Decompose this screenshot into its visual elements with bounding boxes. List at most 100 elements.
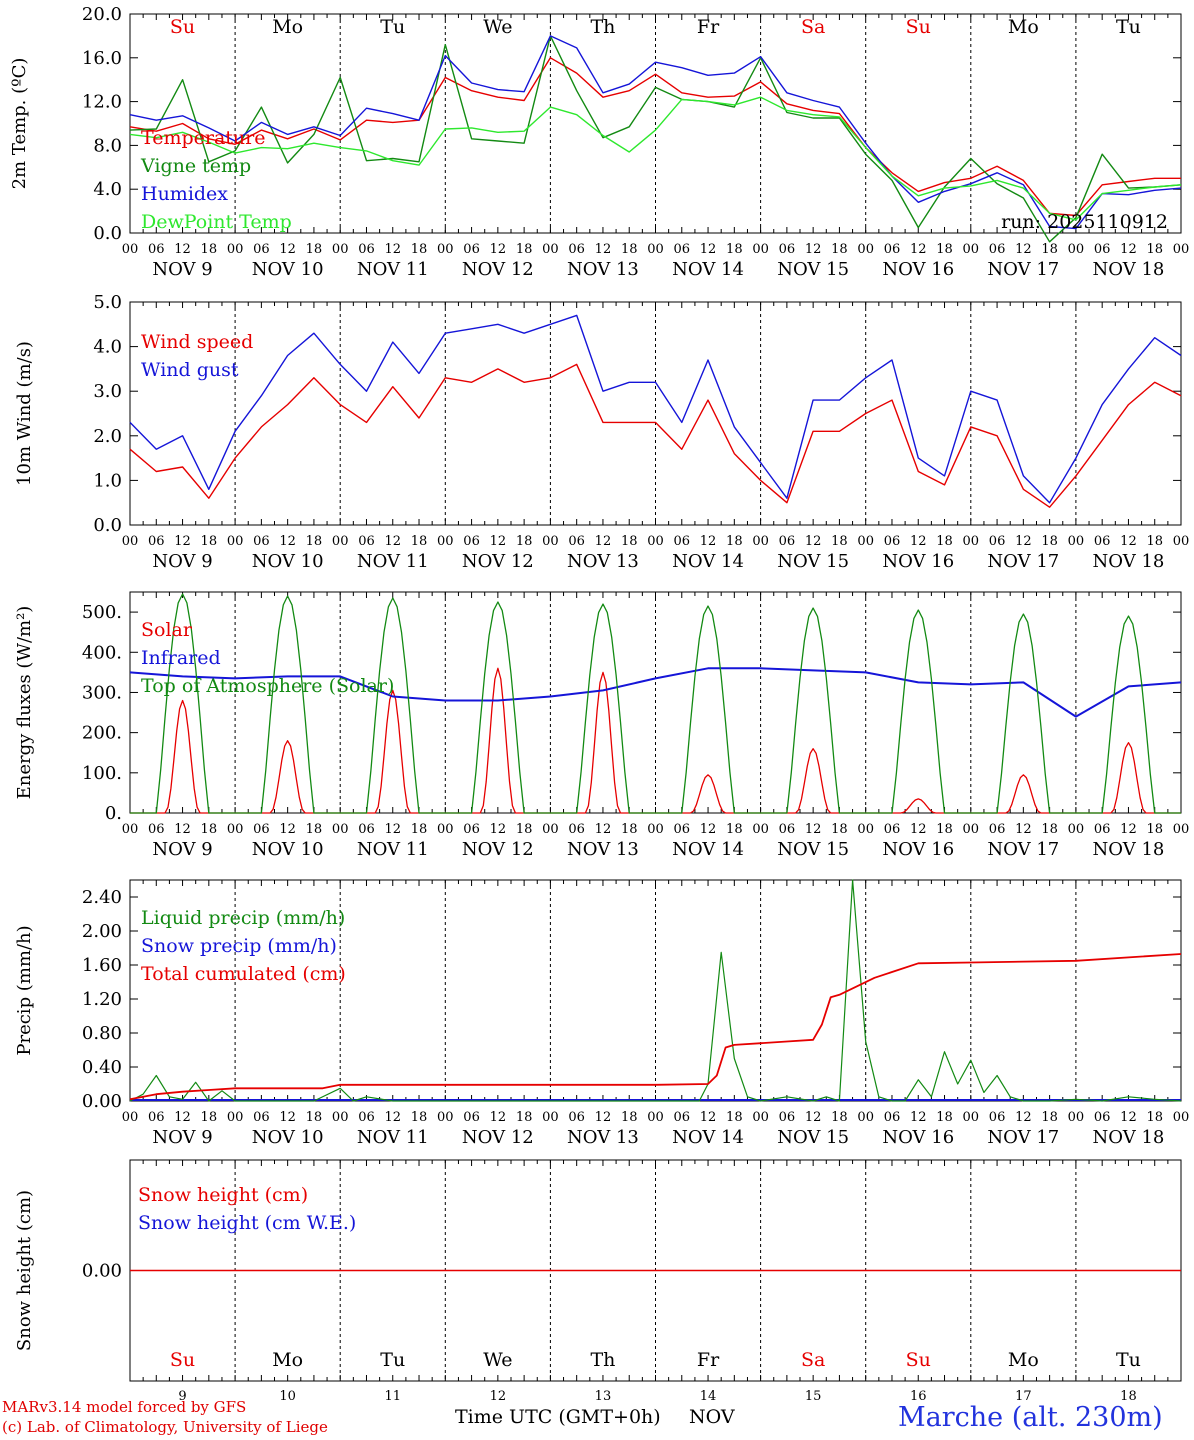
hour-tick-label: 06 xyxy=(568,242,585,257)
hour-tick-label: 18 xyxy=(936,242,953,257)
day-number-label: 9 xyxy=(178,1389,186,1404)
y-tick-label: 0.00 xyxy=(82,1091,122,1112)
hour-tick-label: 06 xyxy=(884,1110,901,1125)
legend-entry: Liquid precip (mm/h) xyxy=(141,907,345,929)
hour-tick-label: 18 xyxy=(831,534,848,549)
hour-tick-label: 12 xyxy=(805,242,822,257)
y-tick-label: 200. xyxy=(82,723,122,744)
hour-tick-label: 18 xyxy=(306,242,323,257)
hour-tick-label: 06 xyxy=(148,242,165,257)
energy-x-axis: 00 06 12 18 NOV 9 00 06 12 18 NOV 10 00 06 12 18 NOV 1… xyxy=(122,822,1190,860)
legend-entry: Snow height (cm W.E.) xyxy=(138,1212,356,1234)
weekday-label: Su xyxy=(906,16,931,38)
date-label: NOV 18 xyxy=(1093,839,1165,860)
hour-tick-label: 12 xyxy=(384,534,401,549)
hour-tick-label: 12 xyxy=(1015,534,1032,549)
hour-tick-label: 00 xyxy=(122,534,139,549)
hour-tick-label: 18 xyxy=(726,242,743,257)
hour-tick-label: 00 xyxy=(1173,534,1190,549)
date-label: NOV 9 xyxy=(152,839,212,860)
hour-tick-label: 12 xyxy=(595,822,612,837)
hour-tick-label: 06 xyxy=(674,534,691,549)
hour-tick-label: 18 xyxy=(936,1110,953,1125)
hour-tick-label: 06 xyxy=(779,534,796,549)
hour-tick-label: 00 xyxy=(542,534,559,549)
hour-tick-label: 12 xyxy=(1015,242,1032,257)
hour-tick-label: 06 xyxy=(463,822,480,837)
date-label: NOV 14 xyxy=(672,259,744,280)
hour-tick-label: 12 xyxy=(279,822,296,837)
hour-tick-label: 00 xyxy=(1068,534,1085,549)
date-label: NOV 10 xyxy=(252,839,324,860)
hour-tick-label: 00 xyxy=(1173,242,1190,257)
hour-tick-label: 12 xyxy=(384,242,401,257)
legend-entry: Vigne temp xyxy=(140,155,251,177)
hour-tick-label: 18 xyxy=(306,534,323,549)
hour-tick-label: 00 xyxy=(227,1110,244,1125)
hour-tick-label: 06 xyxy=(884,822,901,837)
hour-tick-label: 12 xyxy=(910,822,927,837)
hour-tick-label: 18 xyxy=(726,1110,743,1125)
hour-tick-label: 06 xyxy=(253,822,270,837)
y-tick-label: 4.0 xyxy=(93,337,122,358)
hour-tick-label: 00 xyxy=(332,242,349,257)
date-label: NOV 11 xyxy=(357,259,429,280)
wind-ticks xyxy=(129,302,1182,525)
series-wind-gust xyxy=(129,314,1182,504)
hour-tick-label: 12 xyxy=(174,1110,191,1125)
date-label: NOV 15 xyxy=(777,1127,849,1148)
x-axis-title: Time UTC (GMT+0h) xyxy=(455,1406,661,1428)
hour-tick-label: 12 xyxy=(805,822,822,837)
y-tick-label: 2.0 xyxy=(93,426,122,447)
day-number-label: 14 xyxy=(700,1389,717,1404)
weekday-label: Fr xyxy=(697,1349,720,1371)
weekday-label: Mo xyxy=(1008,16,1039,38)
series-top-of-atmosphere-solar- xyxy=(130,593,1181,814)
date-label: NOV 17 xyxy=(987,259,1059,280)
date-label: NOV 12 xyxy=(462,259,534,280)
legend-entry: Humidex xyxy=(141,183,228,205)
legend-entry: Wind gust xyxy=(141,359,239,381)
hour-tick-label: 00 xyxy=(437,534,454,549)
date-label: NOV 17 xyxy=(987,1127,1059,1148)
hour-tick-label: 06 xyxy=(463,534,480,549)
legend-entry: Temperature xyxy=(141,127,265,149)
y-tick-label: 12.0 xyxy=(82,92,122,113)
date-label: NOV 14 xyxy=(672,839,744,860)
hour-tick-label: 18 xyxy=(516,534,533,549)
y-tick-label: 3.0 xyxy=(93,381,122,402)
snow-y-label: Snow height (cm) xyxy=(14,1190,35,1351)
y-tick-label: 300. xyxy=(82,682,122,703)
temp-y-label: 2m Temp. (ºC) xyxy=(9,58,30,190)
hour-tick-label: 18 xyxy=(201,242,218,257)
y-tick-label: 0.40 xyxy=(82,1057,122,1078)
hour-tick-label: 18 xyxy=(201,534,218,549)
hour-tick-label: 12 xyxy=(174,822,191,837)
hour-tick-label: 18 xyxy=(1041,534,1058,549)
energy-y-label: Energy fluxes (W/m²) xyxy=(14,606,35,800)
day-number-label: 12 xyxy=(490,1389,507,1404)
hour-tick-label: 12 xyxy=(910,534,927,549)
hour-tick-label: 00 xyxy=(1068,822,1085,837)
hour-tick-label: 12 xyxy=(490,242,507,257)
hour-tick-label: 18 xyxy=(306,822,323,837)
panel-snow: 0.00 Snow height (cm) Snow height (cm) Snow… xyxy=(14,1159,1182,1404)
date-label: NOV 17 xyxy=(987,551,1059,572)
hour-tick-label: 06 xyxy=(358,1110,375,1125)
y-tick-label: 8.0 xyxy=(93,135,122,156)
y-tick-label: 1.60 xyxy=(82,955,122,976)
date-label: NOV 14 xyxy=(672,1127,744,1148)
weekday-label: Tu xyxy=(380,1349,405,1371)
hour-tick-label: 00 xyxy=(647,822,664,837)
day-number-label: 17 xyxy=(1015,1389,1032,1404)
weekday-label: Th xyxy=(590,16,615,38)
legend-entry: Snow height (cm) xyxy=(138,1184,308,1206)
date-label: NOV 9 xyxy=(152,259,212,280)
hour-tick-label: 18 xyxy=(201,822,218,837)
hour-tick-label: 00 xyxy=(963,822,980,837)
hour-tick-label: 12 xyxy=(700,534,717,549)
hour-tick-label: 18 xyxy=(936,822,953,837)
hour-tick-label: 18 xyxy=(1041,242,1058,257)
hour-tick-label: 06 xyxy=(568,822,585,837)
